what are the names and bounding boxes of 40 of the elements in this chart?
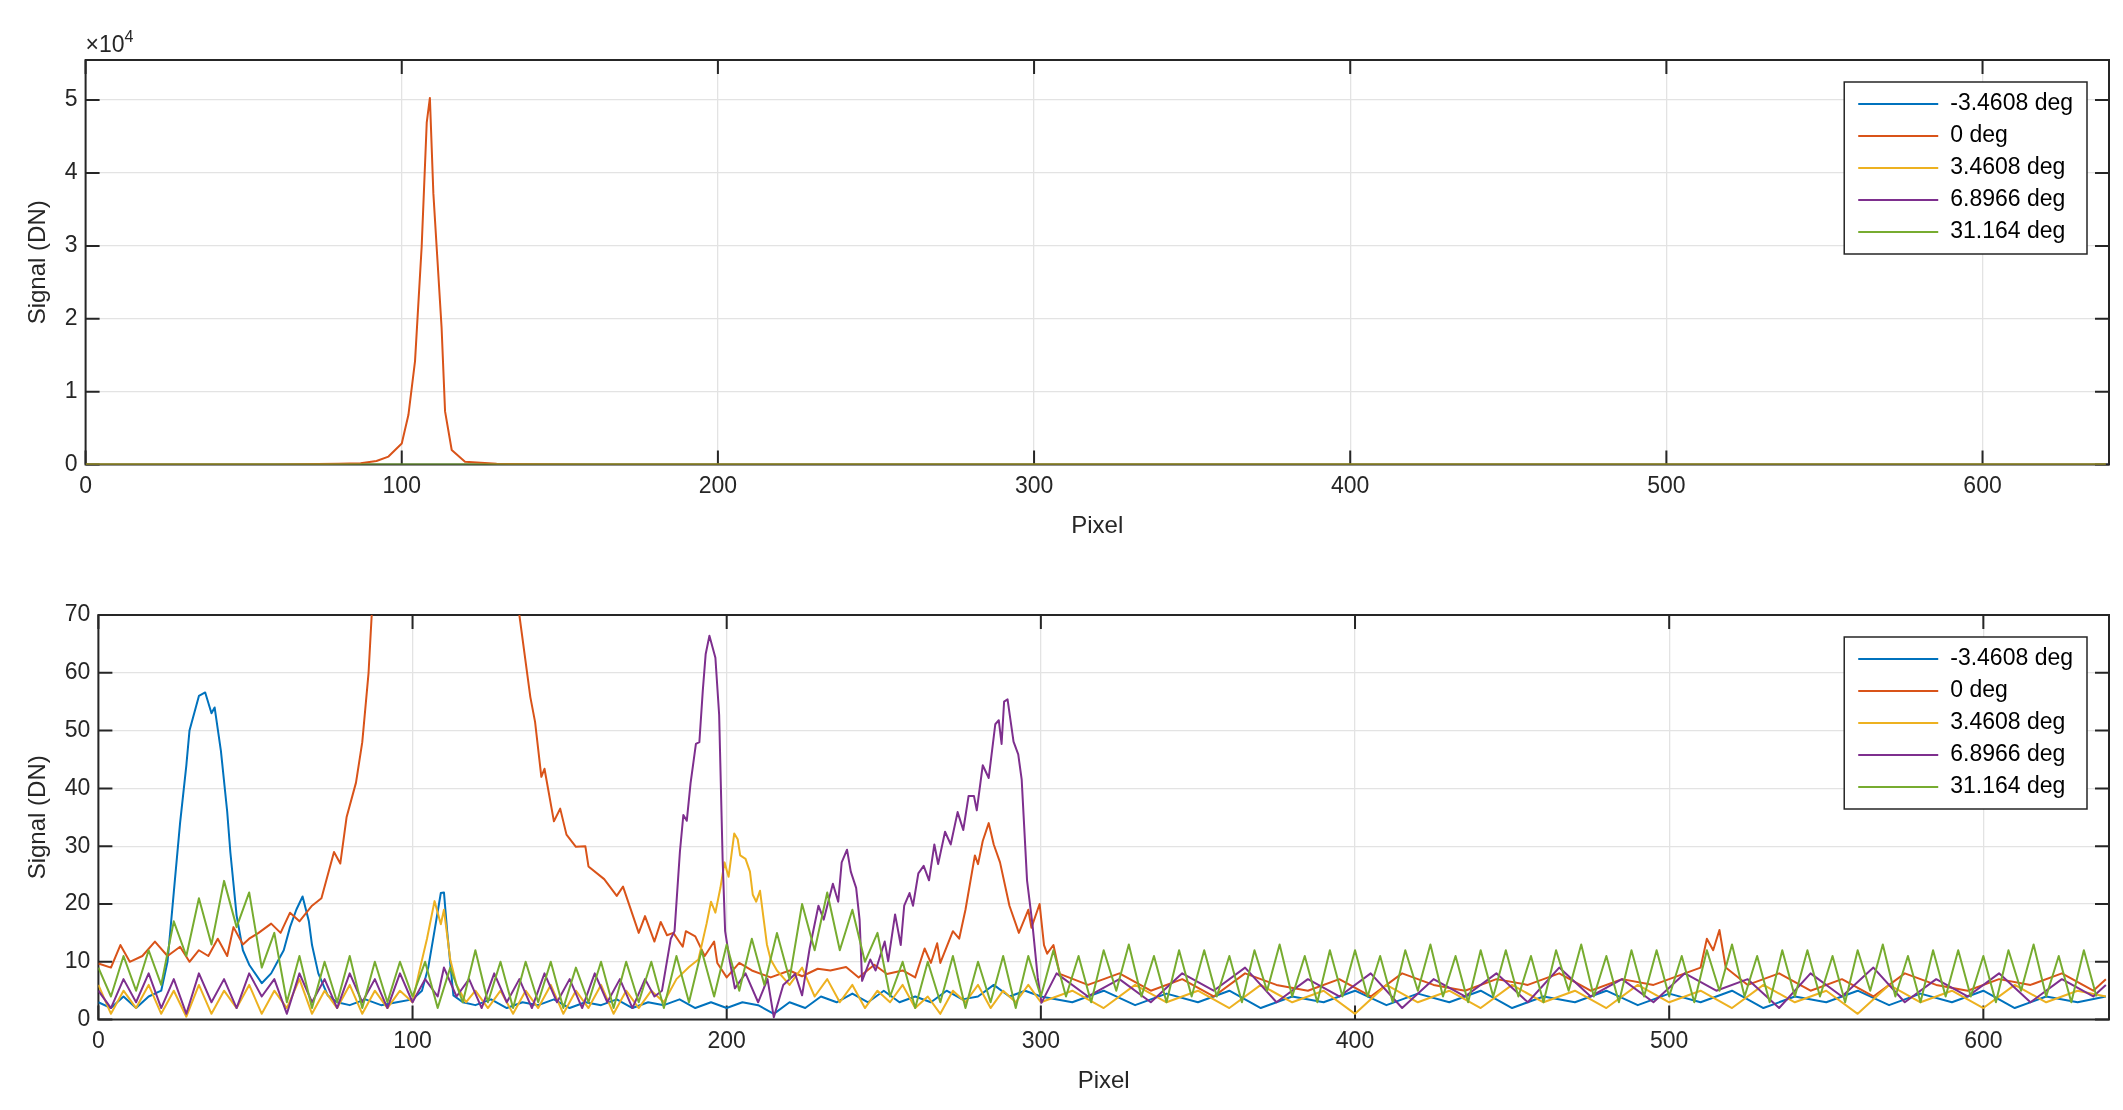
legend-label: 0 deg [1950, 676, 2008, 703]
y-tick-label: 2 [64, 304, 78, 331]
y-axis-title: Signal (DN) [23, 200, 51, 325]
y-tick-label: 0 [64, 449, 78, 476]
x-tick-label: 600 [1964, 1026, 2003, 1053]
y-tick-label: 60 [64, 658, 91, 685]
legend-label: 0 deg [1950, 121, 2008, 148]
y-tick-label: 70 [64, 600, 91, 627]
y-tick-label: 5 [64, 85, 78, 112]
x-tick-label: 300 [1021, 1026, 1061, 1053]
y-tick-label: 50 [64, 715, 91, 742]
y-tick-label: 3 [64, 231, 78, 258]
legend-label: 31.164 deg [1950, 772, 2066, 799]
y-tick-label: 30 [64, 831, 91, 858]
y-tick-label: 4 [64, 158, 78, 185]
y-tick-label: 0 [77, 1004, 91, 1031]
x-tick-label: 400 [1335, 1026, 1375, 1053]
legend-label: 3.4608 deg [1950, 708, 2066, 735]
legend-label: 31.164 deg [1950, 217, 2066, 244]
y-tick-label: 40 [64, 773, 91, 800]
y-tick-label: 1 [64, 377, 78, 404]
x-axis-title: Pixel [1077, 1066, 1130, 1094]
y-tick-label: 10 [64, 947, 91, 974]
x-axis-title: Pixel [1071, 511, 1124, 539]
legend-label: -3.4608 deg [1950, 89, 2074, 116]
legend-label: 6.8966 deg [1950, 185, 2066, 212]
x-tick-label: 400 [1331, 471, 1370, 498]
x-tick-label: 500 [1649, 1026, 1689, 1053]
legend-label: -3.4608 deg [1950, 644, 2074, 671]
y-axis-title: Signal (DN) [23, 755, 51, 880]
legend-label: 6.8966 deg [1950, 740, 2066, 767]
x-tick-label: 200 [698, 471, 738, 498]
x-tick-label: 200 [707, 1026, 746, 1053]
x-tick-label: 100 [382, 471, 421, 498]
x-tick-label: 600 [1963, 471, 2002, 498]
x-tick-label: 100 [393, 1026, 432, 1053]
x-tick-label: 300 [1014, 471, 1054, 498]
legend-label: 3.4608 deg [1950, 153, 2066, 180]
y-tick-label: 20 [64, 889, 91, 916]
x-tick-label: 500 [1647, 471, 1686, 498]
